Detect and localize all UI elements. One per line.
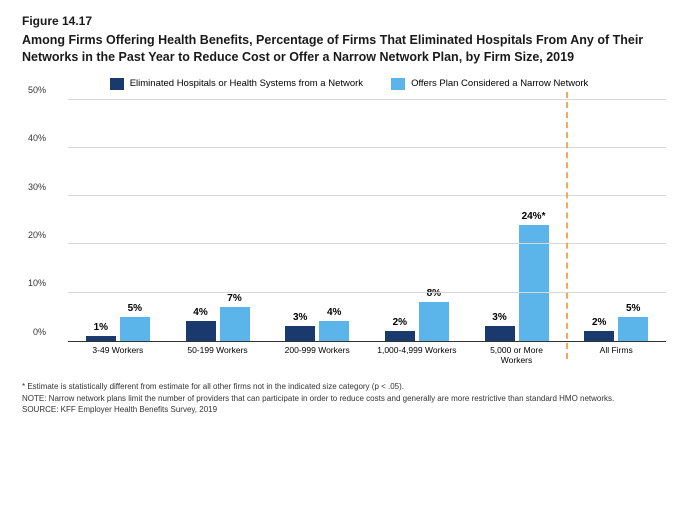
figure-container: Figure 14.17 Among Firms Offering Health… bbox=[0, 0, 698, 427]
bar-value-label: 2% bbox=[592, 317, 606, 328]
legend-swatch-icon bbox=[110, 78, 124, 90]
bar-value-label: 24%* bbox=[522, 211, 546, 222]
bar-series1: 4% bbox=[186, 321, 216, 340]
y-tick-label: 10% bbox=[22, 278, 46, 288]
legend-label: Offers Plan Considered a Narrow Network bbox=[411, 78, 588, 89]
bar-value-label: 5% bbox=[128, 303, 142, 314]
chart: 1%5%4%7%3%4%2%8%3%24%*2%5% 3-49 Workers5… bbox=[50, 100, 666, 360]
plot-area: 1%5%4%7%3%4%2%8%3%24%*2%5% bbox=[68, 100, 666, 342]
bar-value-label: 8% bbox=[427, 288, 441, 299]
bar-groups: 1%5%4%7%3%4%2%8%3%24%*2%5% bbox=[68, 100, 666, 341]
x-tick-label: All Firms bbox=[566, 342, 666, 360]
y-tick-label: 30% bbox=[22, 182, 46, 192]
bar-series2: 5% bbox=[618, 317, 648, 341]
figure-title: Among Firms Offering Health Benefits, Pe… bbox=[22, 32, 676, 66]
grid-line bbox=[68, 292, 666, 293]
bar-value-label: 2% bbox=[393, 317, 407, 328]
y-tick-label: 50% bbox=[22, 85, 46, 95]
x-tick-label: 3-49 Workers bbox=[68, 342, 168, 360]
footnotes: * Estimate is statistically different fr… bbox=[22, 382, 676, 416]
y-tick-label: 20% bbox=[22, 230, 46, 240]
grid-line bbox=[68, 195, 666, 196]
bar-group: 2% 8% bbox=[367, 100, 467, 341]
legend: Eliminated Hospitals or Health Systems f… bbox=[22, 78, 676, 90]
bar-value-label: 1% bbox=[94, 322, 108, 333]
legend-item-series2: Offers Plan Considered a Narrow Network bbox=[391, 78, 588, 90]
y-tick-label: 40% bbox=[22, 133, 46, 143]
bar-value-label: 4% bbox=[193, 307, 207, 318]
bar-value-label: 4% bbox=[327, 307, 341, 318]
bar-value-label: 3% bbox=[492, 312, 506, 323]
bar-group: 3% 4% bbox=[267, 100, 367, 341]
bar-group: 3% 24%* bbox=[467, 100, 567, 341]
bar-series1: 3% bbox=[285, 326, 315, 340]
bar-value-label: 7% bbox=[227, 293, 241, 304]
bar-group: 1% 5% bbox=[68, 100, 168, 341]
x-tick-label: 1,000-4,999 Workers bbox=[367, 342, 467, 360]
bar-series2: 5% bbox=[120, 317, 150, 341]
y-tick-label: 0% bbox=[22, 327, 46, 337]
bar-series2: 8% bbox=[419, 302, 449, 341]
bar-series1: 2% bbox=[385, 331, 415, 341]
grid-line bbox=[68, 243, 666, 244]
figure-number: Figure 14.17 bbox=[22, 14, 676, 28]
footnote-source: SOURCE: KFF Employer Health Benefits Sur… bbox=[22, 405, 676, 416]
legend-label: Eliminated Hospitals or Health Systems f… bbox=[130, 78, 363, 89]
bar-value-label: 5% bbox=[626, 303, 640, 314]
bar-series2: 4% bbox=[319, 321, 349, 340]
x-tick-label: 5,000 or MoreWorkers bbox=[467, 342, 567, 360]
x-axis: 3-49 Workers50-199 Workers200-999 Worker… bbox=[68, 342, 666, 360]
bar-value-label: 3% bbox=[293, 312, 307, 323]
bar-group: 4%7% bbox=[168, 100, 268, 341]
bar-series2: 7% bbox=[220, 307, 250, 341]
bar-series1: 3% bbox=[485, 326, 515, 340]
bar-series1: 2% bbox=[584, 331, 614, 341]
bar-series1: 1% bbox=[86, 336, 116, 341]
category-divider bbox=[566, 92, 568, 359]
legend-item-series1: Eliminated Hospitals or Health Systems f… bbox=[110, 78, 363, 90]
footnote-significance: * Estimate is statistically different fr… bbox=[22, 382, 676, 393]
grid-line bbox=[68, 99, 666, 100]
grid-line bbox=[68, 147, 666, 148]
legend-swatch-icon bbox=[391, 78, 405, 90]
x-tick-label: 200-999 Workers bbox=[267, 342, 367, 360]
x-tick-label: 50-199 Workers bbox=[168, 342, 268, 360]
bar-group: 2% 5% bbox=[566, 100, 666, 341]
footnote-note: NOTE: Narrow network plans limit the num… bbox=[22, 394, 676, 405]
